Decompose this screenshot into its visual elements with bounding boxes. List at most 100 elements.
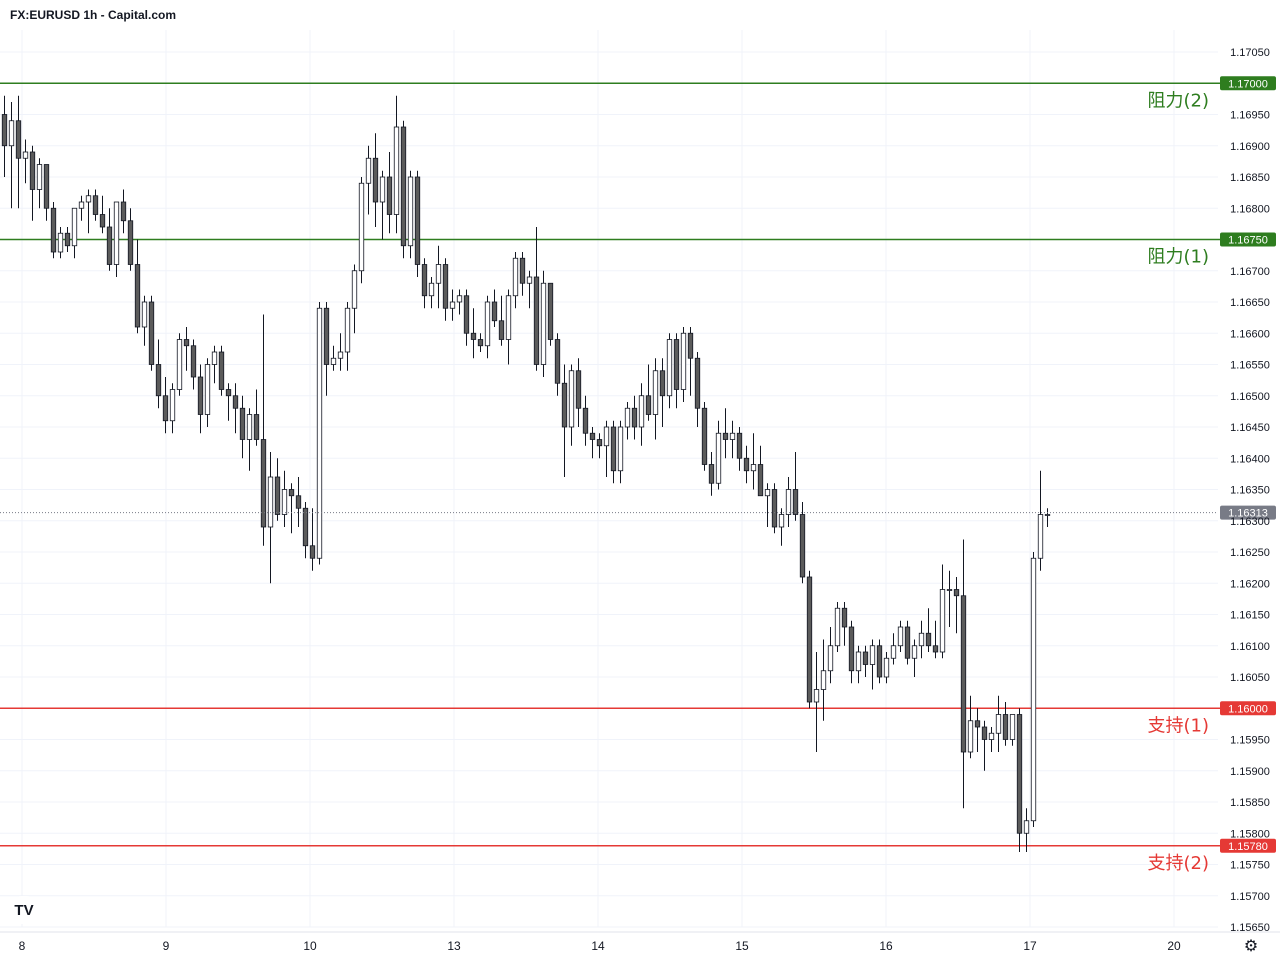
level-price-label: 1.16750 — [1228, 235, 1268, 247]
candle-body — [330, 357, 337, 365]
candle-body — [155, 364, 162, 397]
candle-body — [883, 657, 890, 678]
candle-body — [435, 264, 442, 284]
candle-body — [99, 214, 106, 228]
level-label: 阻力(2) — [1148, 90, 1210, 111]
candle-body — [673, 339, 680, 390]
candle-body — [638, 395, 645, 428]
candle-body — [71, 207, 78, 247]
candle-body — [827, 645, 834, 672]
candle-body — [631, 407, 638, 428]
candle-body — [253, 414, 260, 440]
candle-body — [218, 351, 225, 390]
candle-body — [323, 307, 330, 365]
candle-body — [288, 489, 295, 497]
candle-body — [120, 201, 127, 222]
candle-body — [1002, 714, 1009, 740]
candle-body — [1023, 820, 1030, 834]
candle-body — [407, 176, 414, 247]
candle-body — [526, 276, 533, 284]
candle-body — [1037, 514, 1044, 559]
candle-body — [960, 595, 967, 753]
level-price-label: 1.15780 — [1228, 841, 1268, 853]
candle-body — [547, 282, 554, 340]
y-tick-label: 1.15900 — [1230, 766, 1270, 778]
candle-body — [183, 339, 190, 347]
level-label: 阻力(1) — [1148, 247, 1210, 268]
candle-body — [582, 407, 589, 434]
candle-body — [806, 576, 813, 703]
candle-body — [64, 232, 71, 247]
candle-body — [15, 120, 22, 159]
candle-body — [43, 164, 50, 209]
candle-body — [743, 457, 750, 472]
price-axis[interactable]: 1.17050 1.16950 1.16900 1.16850 1.16800 1.167… — [1230, 47, 1270, 934]
level-price-badge — [1220, 701, 1276, 716]
candle-body — [421, 264, 428, 297]
gear-icon[interactable]: ⚙ — [1243, 938, 1259, 955]
candle-body — [141, 301, 148, 328]
candle-body — [589, 432, 596, 440]
candle-body — [1030, 557, 1037, 822]
candle-body — [610, 426, 617, 472]
y-tick-label: 1.16250 — [1230, 547, 1270, 559]
candle-body — [918, 632, 925, 647]
candle-body — [771, 489, 778, 528]
candle-body — [519, 257, 526, 284]
level-price-badge — [1220, 76, 1276, 91]
candle-body — [113, 201, 120, 265]
candle-body — [50, 207, 57, 253]
candle-body — [127, 220, 134, 265]
level-price-label: 1.17000 — [1228, 78, 1268, 90]
candle-body — [904, 626, 911, 659]
candle-body — [974, 720, 981, 728]
candles — [1, 95, 1051, 852]
candle-body — [813, 689, 820, 703]
candle-body — [281, 489, 288, 515]
level-price-badge — [1220, 838, 1276, 853]
candle-body — [1016, 714, 1023, 834]
last-price-label: 1.16313 — [1228, 508, 1268, 520]
y-tick-label: 1.16950 — [1230, 110, 1270, 122]
candle-body — [92, 195, 99, 215]
candle-body — [995, 714, 1002, 734]
y-tick-label: 1.15700 — [1230, 891, 1270, 903]
candle-body — [736, 432, 743, 459]
y-tick-label: 1.16650 — [1230, 297, 1270, 309]
candle-body — [260, 439, 267, 528]
candle-body — [603, 426, 610, 447]
x-tick-label: 9 — [163, 939, 170, 953]
candle-body — [988, 732, 995, 740]
time-axis[interactable]: 8 9 10 13 14 15 16 17 20 — [0, 931, 1280, 953]
level-labels: 1.17000 阻力(2) 1.16750 阻力(1) 1.16000 支持(1) 1.15… — [1148, 76, 1276, 874]
candle-body — [134, 264, 141, 328]
candle-body — [715, 432, 722, 484]
candle-body — [932, 645, 939, 653]
y-tick-label: 1.16150 — [1230, 610, 1270, 622]
candle-body — [386, 176, 393, 215]
candle-body — [85, 195, 92, 203]
y-tick-label: 1.16100 — [1230, 641, 1270, 653]
candle-body — [36, 164, 43, 190]
candle-body — [414, 176, 421, 265]
candle-body — [925, 632, 932, 647]
candle-body — [701, 407, 708, 465]
y-tick-label: 1.16900 — [1230, 141, 1270, 153]
candle-body — [505, 295, 512, 340]
candle-body — [799, 514, 806, 578]
candle-body — [841, 607, 848, 628]
candle-body — [911, 645, 918, 659]
candle-body — [449, 301, 456, 309]
candle-body — [897, 626, 904, 647]
candle-body — [869, 645, 876, 665]
candle-body — [274, 476, 281, 515]
candle-body — [57, 232, 64, 253]
candle-body — [351, 270, 358, 309]
candle-body — [981, 726, 988, 740]
candle-body — [169, 389, 176, 422]
candle-body — [309, 545, 316, 559]
candle-body — [596, 439, 603, 447]
tradingview-logo[interactable]: TV — [8, 896, 40, 924]
candle-body — [792, 489, 799, 515]
